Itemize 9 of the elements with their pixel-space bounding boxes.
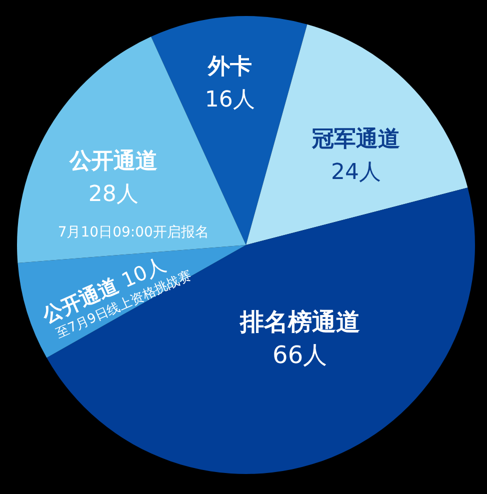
data-label: 66人 [272,341,328,370]
data-label: 16人 [204,88,255,113]
slice-label: 排名榜通道 [238,308,360,336]
slice-label: 外卡 [206,54,252,80]
text: 7月10日09:00开启报名 [58,224,209,240]
slice-label: 冠军通道 [311,126,400,152]
data-label: 28人 [88,182,138,207]
slice-label: 公开通道 [68,148,158,174]
data-label: 24人 [331,160,382,185]
